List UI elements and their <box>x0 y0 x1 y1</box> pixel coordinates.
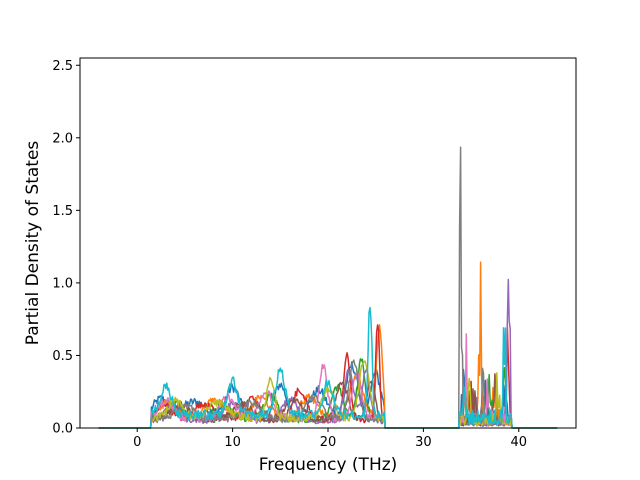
x-tick-label: 20 <box>320 435 337 450</box>
y-tick-label: 0.5 <box>52 349 73 364</box>
y-tick-label: 0.0 <box>52 422 73 437</box>
x-axis: 0 10 20 30 40 <box>133 428 527 450</box>
y-axis: 0.0 0.5 1.0 1.5 2.0 2.5 <box>52 59 80 437</box>
axes-frame <box>79 57 577 429</box>
x-tick-label: 10 <box>224 435 241 450</box>
series-line <box>98 306 558 429</box>
y-tick-label: 2.0 <box>52 131 73 146</box>
y-tick-label: 2.5 <box>52 59 73 74</box>
x-tick-label: 0 <box>133 435 141 450</box>
plot-area <box>98 146 558 429</box>
x-tick-label: 40 <box>510 435 527 450</box>
series-line <box>98 373 558 429</box>
x-axis-label: Frequency (THz) <box>259 455 398 475</box>
y-axis-label: Partial Density of States <box>23 141 43 346</box>
y-tick-label: 1.0 <box>52 276 73 291</box>
y-tick-label: 1.5 <box>52 204 73 219</box>
x-tick-label: 30 <box>415 435 432 450</box>
